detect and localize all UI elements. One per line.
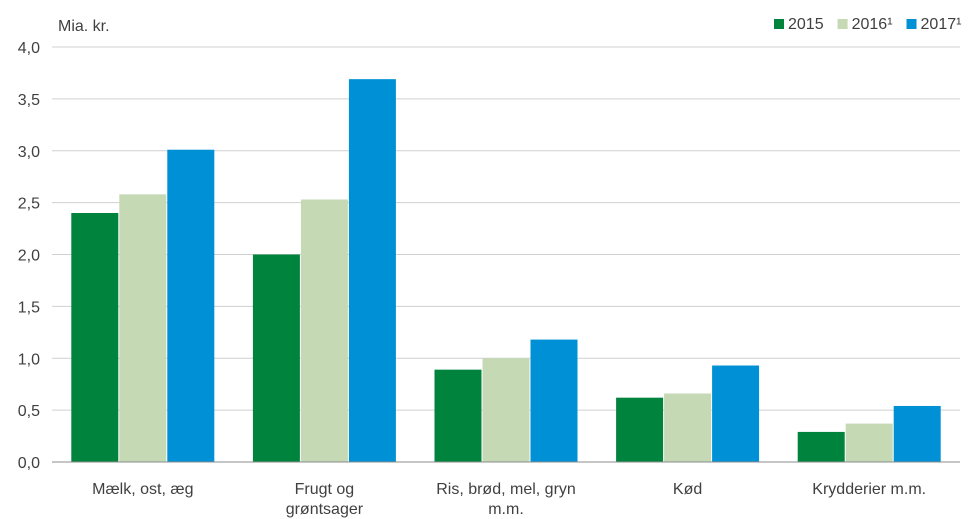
x-category-label: Ris, brød, mel, gryn m.m. <box>436 481 576 518</box>
bars <box>71 79 941 462</box>
y-tick-label: 4,0 <box>18 40 40 57</box>
legend-label: 2016¹ <box>852 16 893 33</box>
x-category-label: Krydderier m.m. <box>812 481 926 498</box>
bar-2017 <box>167 149 215 462</box>
legend-swatch <box>906 19 917 29</box>
legend: 2015 2016¹ 2017¹ <box>774 16 961 33</box>
y-tick-label: 1,0 <box>18 351 40 368</box>
bar-2015 <box>252 254 300 462</box>
y-tick-label: 2,0 <box>18 248 40 265</box>
y-tick-label: 3,0 <box>18 144 40 161</box>
x-category-label: Kød <box>673 481 702 498</box>
unit-label: Mia. kr. <box>58 18 110 35</box>
bar-2015 <box>434 369 482 462</box>
y-tick-label: 1,5 <box>18 299 40 316</box>
y-tick-label: 0,5 <box>18 403 40 420</box>
y-tick-label: 0,0 <box>18 455 40 472</box>
y-tick-label: 2,5 <box>18 196 40 213</box>
legend-swatch <box>837 19 848 29</box>
legend-label: 2015 <box>788 16 824 33</box>
bar-2017 <box>348 79 396 462</box>
bar-2016 <box>482 358 530 462</box>
bar-2015 <box>71 213 119 462</box>
bar-2015 <box>616 397 664 462</box>
bar-2017 <box>712 365 760 462</box>
bar-2016 <box>845 423 893 462</box>
y-axis-ticks: 0,0 0,5 1,0 1,5 2,0 2,5 3,0 3,5 4,0 <box>18 40 40 472</box>
x-category-label: Mælk, ost, æg <box>92 481 193 498</box>
bar-2016 <box>664 393 712 462</box>
y-tick-label: 3,5 <box>18 92 40 109</box>
legend-swatch <box>774 19 784 29</box>
bar-2015 <box>797 431 845 462</box>
legend-label: 2017¹ <box>921 16 962 33</box>
x-category-label: Frugt og grøntsager <box>286 481 364 518</box>
bar-2017 <box>530 339 578 462</box>
bar-2017 <box>893 405 941 462</box>
bar-2016 <box>119 194 167 462</box>
bar-2016 <box>300 199 348 462</box>
x-axis-labels: Mælk, ost, æg Frugt og grøntsager Ris, brød… <box>92 481 926 518</box>
